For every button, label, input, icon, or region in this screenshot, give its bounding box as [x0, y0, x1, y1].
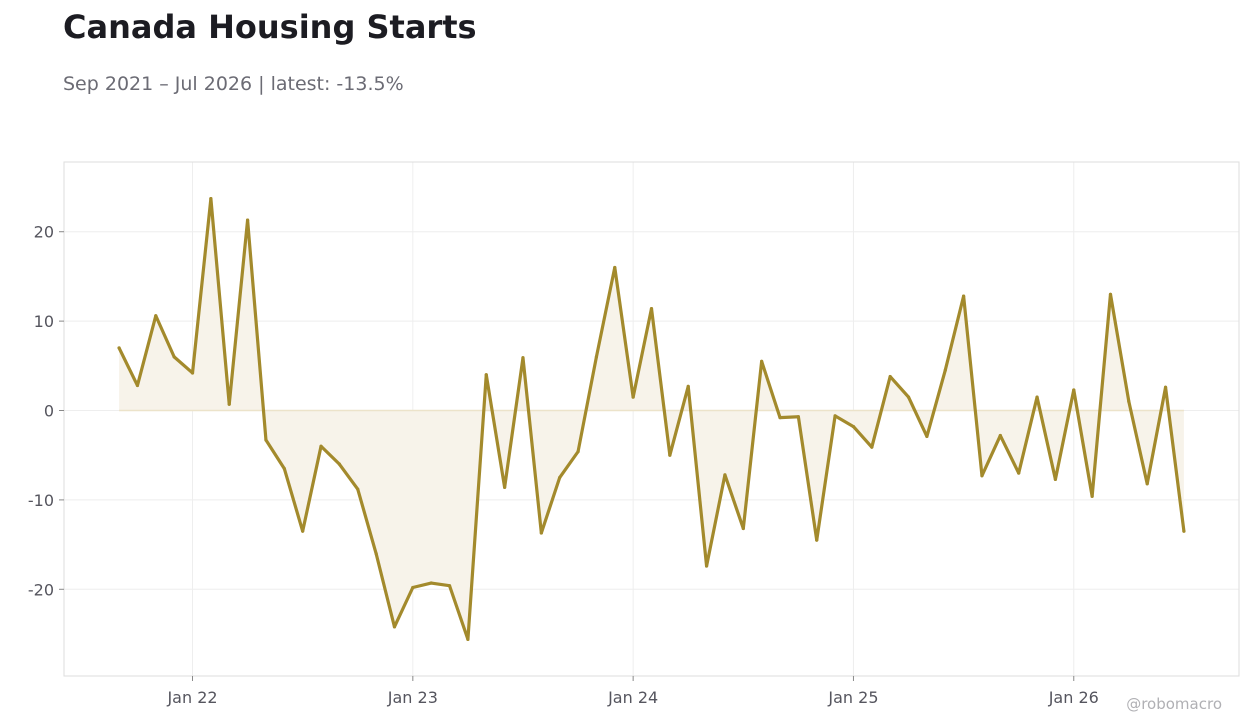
- y-tick-label: 20: [34, 223, 54, 242]
- data-point: [392, 625, 397, 629]
- data-point: [1090, 494, 1094, 498]
- data-point: [282, 467, 286, 471]
- data-point: [337, 462, 341, 466]
- watermark: @robomacro: [1126, 695, 1222, 713]
- data-point: [594, 355, 599, 359]
- data-point: [539, 531, 543, 535]
- data-point: [521, 356, 525, 360]
- data-point: [925, 434, 929, 439]
- x-tick-label: Jan 23: [387, 688, 438, 707]
- data-point: [466, 637, 470, 641]
- data-point: [668, 453, 672, 457]
- data-point: [558, 475, 562, 480]
- data-point: [833, 414, 837, 418]
- data-point: [245, 218, 250, 222]
- data-point: [631, 395, 635, 399]
- area-fill: [119, 198, 1184, 640]
- data-point: [503, 485, 507, 489]
- data-point: [1127, 399, 1131, 404]
- y-tick-label: 0: [44, 402, 54, 421]
- data-point: [741, 526, 745, 531]
- x-tick-label: Jan 26: [1048, 688, 1099, 707]
- data-point: [778, 416, 782, 420]
- data-point: [723, 473, 727, 477]
- chart-title: Canada Housing Starts: [63, 8, 477, 46]
- data-point: [576, 450, 580, 454]
- data-point: [704, 564, 709, 568]
- chart-subtitle: Sep 2021 – Jul 2026 | latest: -13.5%: [63, 73, 404, 95]
- data-point: [796, 415, 800, 419]
- area-fill-path: [119, 198, 1184, 640]
- data-point: [301, 529, 305, 533]
- plot-border: [63, 161, 1240, 677]
- data-point: [613, 265, 617, 270]
- data-point: [1035, 395, 1039, 399]
- data-point: [980, 474, 984, 478]
- x-tick-label: Jan 22: [166, 688, 217, 707]
- data-point: [998, 433, 1002, 438]
- data-point: [154, 314, 158, 318]
- data-point: [906, 395, 911, 399]
- data-point: [484, 373, 488, 377]
- y-tick-label: -10: [28, 491, 54, 510]
- data-point: [815, 538, 819, 542]
- data-point: [1017, 471, 1021, 475]
- x-tick-label: Jan 25: [827, 688, 878, 707]
- series-line: [117, 197, 1186, 641]
- data-point: [172, 355, 176, 359]
- data-point: [227, 402, 231, 406]
- y-axis: 20 10 0 -10 -20: [28, 223, 64, 599]
- data-point: [319, 444, 323, 448]
- data-point: [1182, 529, 1186, 533]
- data-point: [135, 383, 140, 388]
- data-point: [962, 294, 966, 298]
- y-tick-label: -20: [28, 580, 54, 599]
- data-point: [649, 307, 654, 311]
- data-point: [429, 581, 433, 585]
- data-point: [1072, 388, 1076, 392]
- plot-frame: [63, 161, 1240, 677]
- data-point: [209, 197, 213, 201]
- data-point: [264, 438, 268, 442]
- data-point: [374, 551, 378, 556]
- data-point: [870, 445, 874, 449]
- data-point: [411, 585, 415, 590]
- data-point: [1145, 482, 1149, 486]
- data-point: [190, 371, 195, 375]
- data-point: [356, 487, 360, 491]
- data-point: [117, 346, 121, 350]
- data-point: [686, 384, 690, 388]
- y-tick-label: 10: [34, 312, 54, 331]
- x-tick-label: Jan 24: [607, 688, 658, 707]
- data-point: [447, 584, 452, 588]
- data-point: [851, 424, 856, 429]
- data-point: [760, 359, 764, 363]
- data-point: [1053, 477, 1058, 481]
- x-axis: Jan 22 Jan 23 Jan 24 Jan 25 Jan 26: [166, 676, 1099, 707]
- data-point: [888, 374, 892, 379]
- data-point: [1163, 385, 1168, 389]
- data-point: [943, 368, 947, 372]
- data-point: [1108, 292, 1113, 296]
